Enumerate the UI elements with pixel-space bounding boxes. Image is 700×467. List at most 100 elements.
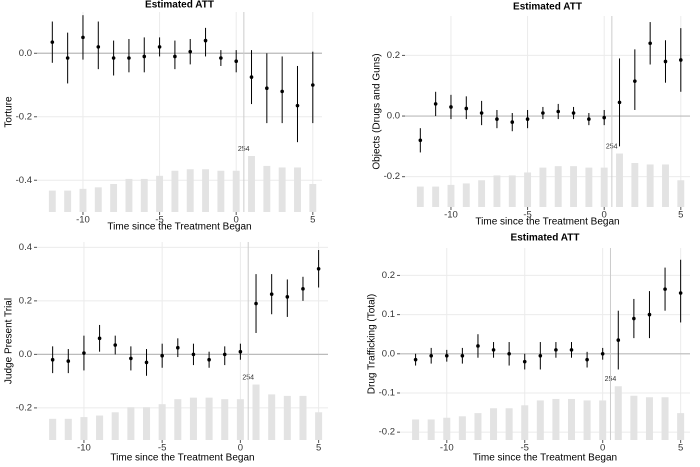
point-estimate [616,338,621,342]
point-estimate [556,109,561,114]
count-bar [111,412,119,440]
x-tick-label: -5 [158,443,166,454]
point-estimate [222,352,227,357]
point-estimate [663,287,667,291]
point-estimate [678,291,683,295]
point-estimate [449,105,453,109]
point-estimate [144,360,149,365]
count-bar [299,395,307,440]
count-bar [536,400,544,440]
count-bar [268,394,276,440]
panel: -10-505-0.2-0.10.00.10.2254Estimated ATT… [367,233,690,464]
x-tick-label: 5 [678,443,683,454]
y-tick-label: 0.0 [19,349,32,360]
point-estimate [647,312,652,317]
count-bar [567,398,576,440]
plot-background [400,248,690,440]
x-tick-label: 5 [316,443,321,454]
count-bar [278,167,286,212]
count-bar [508,175,516,207]
panel: -10-505-0.20.00.20.4254Time since the Tr… [4,242,328,464]
count-bar [125,178,133,212]
point-estimate [541,111,545,115]
count-bar [80,417,88,440]
point-estimate [207,357,211,362]
point-estimate [648,41,652,46]
count-bar [283,395,291,440]
count-bar [600,167,608,207]
point-estimate [429,353,433,358]
point-estimate [418,138,423,143]
point-estimate [173,54,177,59]
point-estimate [111,56,116,60]
x-tick-label: -10 [440,443,454,454]
count-bar [583,400,591,440]
count-bar [677,413,685,440]
point-estimate [295,103,300,108]
count-bar [585,167,593,207]
x-tick-label: 0 [602,210,607,221]
point-estimate [113,343,118,347]
count-bar [309,184,317,212]
count-bar [315,412,323,440]
count-bar [64,190,72,212]
point-estimate [632,316,636,321]
point-estimate [311,83,315,87]
count-bar [110,184,118,212]
y-tick-label: 0.0 [387,111,400,122]
y-tick-label: -0.2 [379,427,395,438]
count-bar [94,187,102,212]
count-bar [248,156,255,212]
count-bar [202,169,209,212]
point-estimate [238,349,243,354]
point-estimate [587,117,591,121]
chart-title: Estimated ATT [145,0,214,11]
point-estimate [479,111,484,115]
point-estimate [633,79,637,83]
point-estimate [495,117,499,121]
point-estimate [460,353,465,358]
count-bar [189,397,197,440]
count-bar [524,172,532,207]
count-bar [677,180,685,207]
point-estimate [538,353,543,358]
x-tick-label: 0 [238,443,243,454]
count-bar [48,190,56,212]
count-bar [552,398,560,440]
y-tick-label: 0.0 [19,48,32,59]
point-estimate [265,86,269,90]
point-estimate [464,106,469,111]
point-estimate [191,352,196,357]
count-bar [478,180,486,207]
count-bar [570,166,577,207]
point-estimate [82,351,86,355]
count-bar [661,397,669,440]
count-bar [252,384,260,440]
y-tick-label: 0.2 [19,295,32,306]
count-bar [221,399,229,440]
x-axis-label: Time since the Treatment Began [107,222,251,233]
y-tick-label: 0.2 [387,50,400,61]
count-bar [614,386,622,440]
point-estimate [66,359,71,363]
point-estimate [585,357,589,362]
x-tick-label: -5 [155,215,163,226]
point-estimate [127,56,131,60]
count-bar [174,399,182,440]
y-tick-label: 0.4 [19,242,32,253]
count-bar [630,395,638,440]
count-bar [521,405,529,440]
point-estimate [525,117,530,121]
y-axis-label: Objects (Drugs and Guns) [372,53,383,169]
count-bar [645,397,653,440]
point-estimate [571,111,576,115]
point-estimate [316,266,321,271]
count-bar [662,164,669,207]
x-tick-label: -5 [521,443,529,454]
count-bar [427,419,435,440]
count-bar [631,162,639,207]
count-bar [416,186,424,207]
point-estimate [600,351,605,356]
